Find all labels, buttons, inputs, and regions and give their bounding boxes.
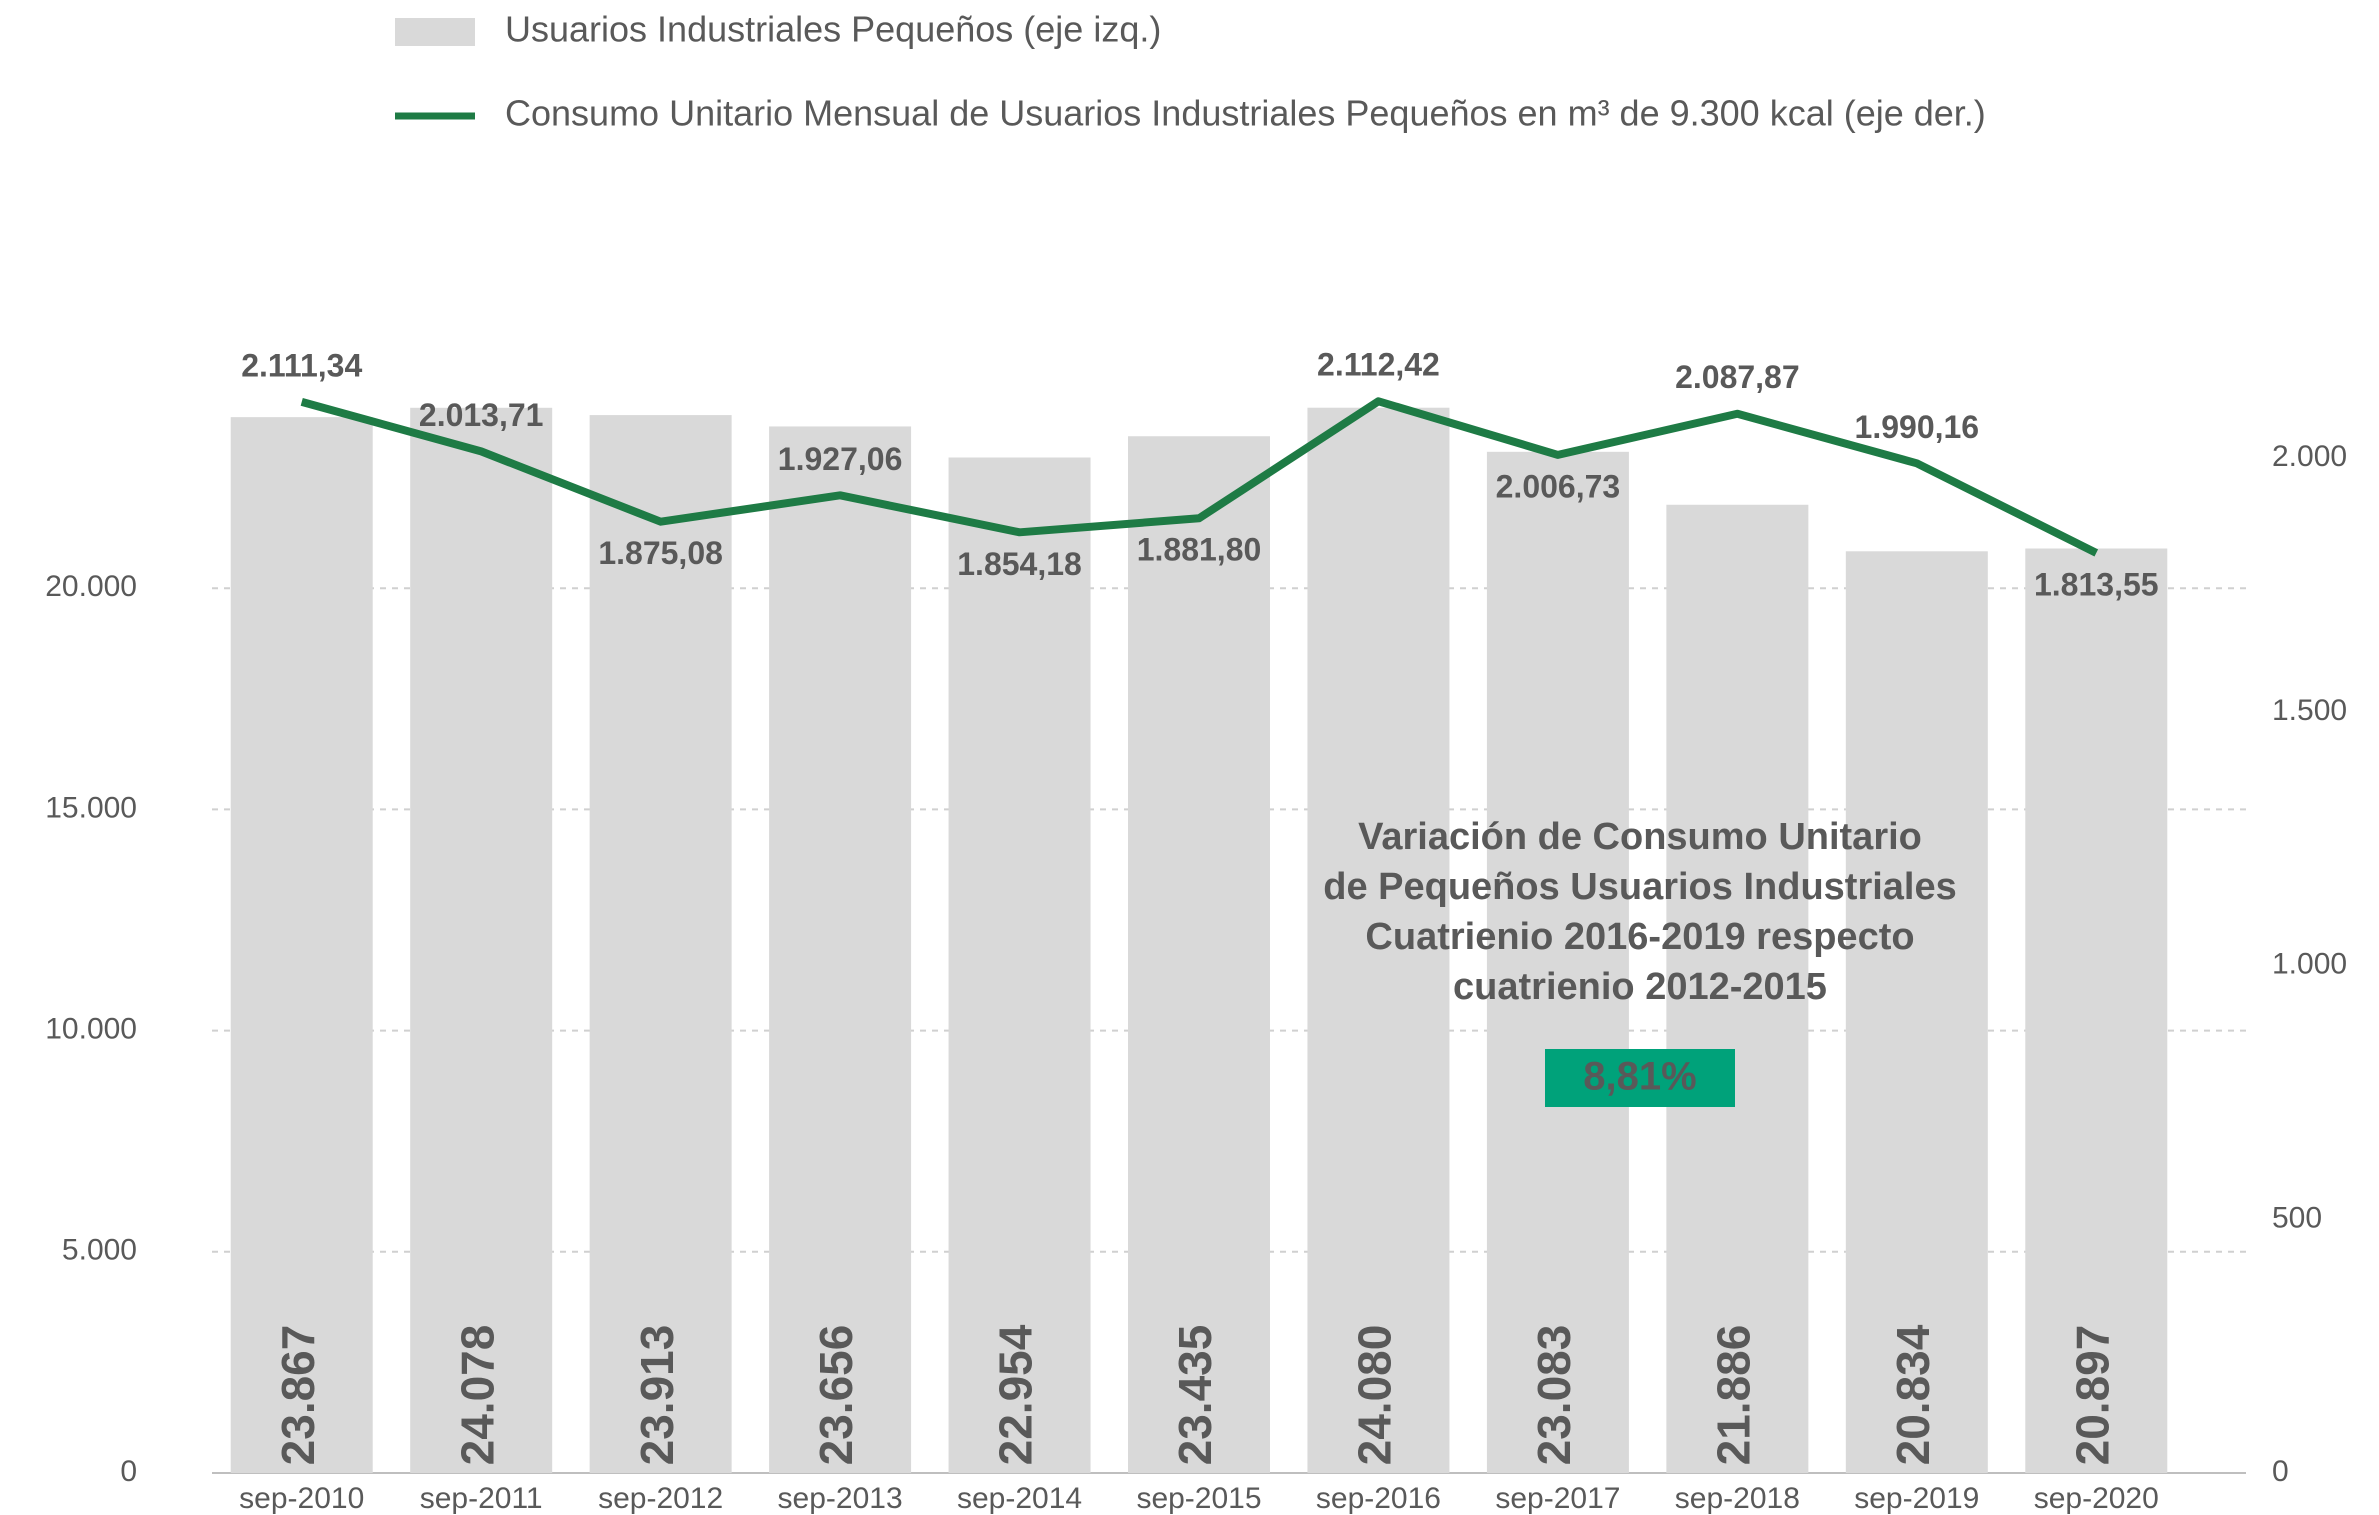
- bar: [1666, 504, 1809, 1473]
- line: [300, 397, 2099, 557]
- y-tick-label: 0: [120, 1455, 137, 1488]
- bar: [948, 457, 1091, 1474]
- x-tick-label: sep-2010: [239, 1482, 364, 1515]
- line-value-label: 2.111,34: [241, 347, 362, 383]
- line-value-label: 2.112,42: [1317, 347, 1440, 383]
- bar: [769, 426, 912, 1474]
- x-tick-label: sep-2020: [2034, 1482, 2159, 1515]
- line-value-label: 1.990,16: [1855, 409, 1980, 445]
- line-value-label: 1.881,80: [1137, 532, 1262, 568]
- bar-value-label: 21.886: [1708, 1325, 1760, 1466]
- y-tick-label: 15.000: [45, 791, 137, 824]
- line-value-label: 2.006,73: [1496, 468, 1621, 504]
- bar: [2025, 548, 2168, 1473]
- y2-tick-label: 500: [2272, 1201, 2322, 1234]
- legend-label: Usuarios Industriales Pequeños (eje izq.…: [505, 9, 1161, 50]
- annotation-box: [1545, 1049, 1735, 1107]
- y2-tick-label: 0: [2272, 1455, 2289, 1488]
- x-tick-label: sep-2019: [1854, 1482, 1979, 1515]
- annotation-text: cuatrienio 2012-2015: [1453, 966, 1827, 1008]
- y-tick-label: 20.000: [45, 570, 137, 603]
- y2-tick-label: 1.500: [2272, 694, 2347, 727]
- bar: [1128, 436, 1270, 1473]
- annotation-text: Variación de Consumo Unitario: [1358, 816, 1922, 858]
- bar: [230, 417, 373, 1474]
- bar-value-label: 23.083: [1528, 1325, 1580, 1466]
- bar-value-label: 23.435: [1169, 1325, 1221, 1466]
- annotation-text: de Pequeños Usuarios Industriales: [1323, 866, 1957, 908]
- y2-tick-label: 1.000: [2272, 948, 2347, 981]
- x-tick-label: sep-2011: [420, 1482, 543, 1515]
- x-tick-label: sep-2016: [1316, 1482, 1441, 1515]
- bar: [589, 415, 732, 1473]
- bar-value-label: 22.954: [990, 1324, 1042, 1465]
- bar-value-label: 20.834: [1887, 1324, 1939, 1465]
- bar-value-label: 20.897: [2066, 1325, 2118, 1466]
- bar-value-label: 24.078: [451, 1325, 503, 1466]
- x-tick-label: sep-2017: [1495, 1482, 1620, 1515]
- y2-tick-label: 2.000: [2272, 440, 2347, 473]
- y-tick-label: 10.000: [45, 1013, 137, 1046]
- legend-label: Consumo Unitario Mensual de Usuarios Ind…: [505, 93, 1986, 134]
- line-value-label: 1.854,18: [957, 546, 1082, 582]
- bar: [410, 407, 553, 1473]
- bar-value-label: 23.913: [631, 1325, 683, 1466]
- line-value-label: 1.927,06: [778, 441, 903, 477]
- x-tick-label: sep-2015: [1136, 1482, 1261, 1515]
- line-value-label: 1.875,08: [598, 535, 723, 571]
- line-value-label: 2.087,87: [1675, 359, 1800, 395]
- x-tick-label: sep-2014: [957, 1482, 1082, 1515]
- bar: [1307, 407, 1450, 1473]
- x-tick-label: sep-2013: [778, 1482, 903, 1515]
- line-value-label: 1.813,55: [2034, 566, 2159, 602]
- x-tick-label: sep-2018: [1675, 1482, 1800, 1515]
- bar-value-label: 24.080: [1349, 1325, 1401, 1466]
- x-tick-label: sep-2012: [598, 1482, 723, 1515]
- bar-value-label: 23.656: [810, 1325, 862, 1466]
- annotation-value: 8,81%: [1583, 1055, 1696, 1099]
- y-tick-label: 5.000: [62, 1234, 137, 1267]
- line-value-label: 2.013,71: [419, 397, 544, 433]
- annotation-text: Cuatrienio 2016-2019 respecto: [1365, 916, 1914, 958]
- bar: [1486, 451, 1629, 1473]
- bar: [1845, 551, 1988, 1473]
- bar-value-label: 23.867: [272, 1325, 324, 1466]
- legend-swatch: [395, 18, 475, 46]
